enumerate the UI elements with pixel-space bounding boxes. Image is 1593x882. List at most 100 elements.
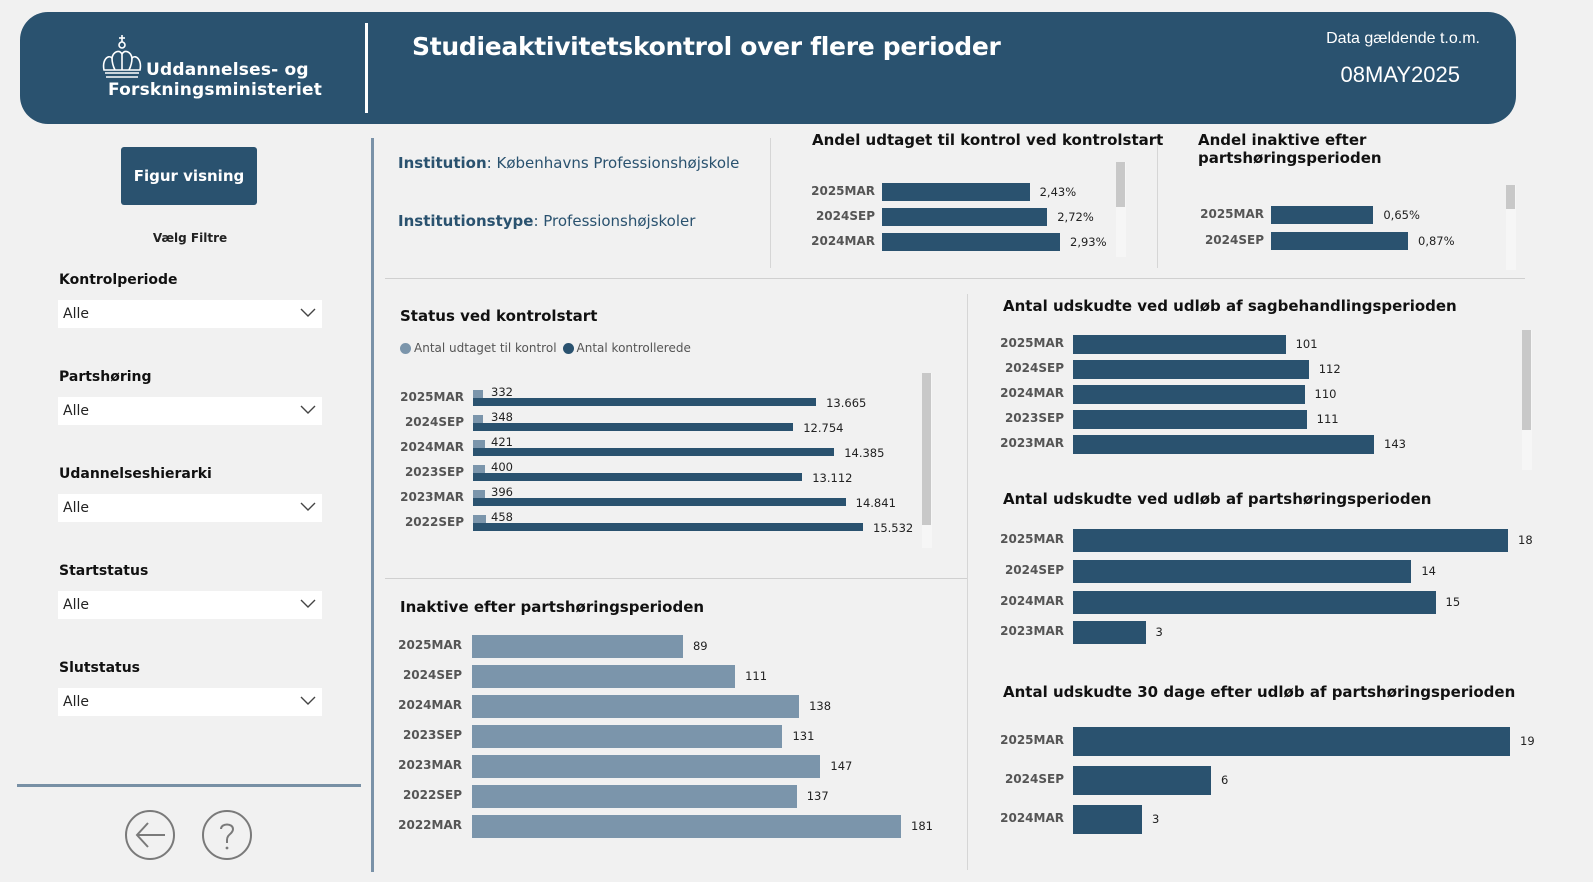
category-label: 2023MAR bbox=[400, 490, 464, 504]
category-label: 2024SEP bbox=[1004, 361, 1064, 375]
bar[interactable] bbox=[882, 233, 1060, 251]
chart-title: Antal udskudte ved udløb af sagbehandlin… bbox=[1003, 297, 1457, 315]
bar[interactable] bbox=[1073, 620, 1146, 644]
bar-udtaget[interactable] bbox=[473, 515, 486, 523]
data-label: 14 bbox=[1421, 564, 1436, 578]
panel-divider bbox=[770, 138, 771, 268]
category-label: 2024MAR bbox=[1000, 811, 1064, 825]
bar-udtaget[interactable] bbox=[473, 440, 486, 448]
legend-item[interactable]: Antal udtaget til kontrol bbox=[400, 341, 557, 355]
category-label: 2022SEP bbox=[402, 788, 462, 802]
bar[interactable] bbox=[1073, 726, 1510, 756]
data-label: 112 bbox=[1318, 362, 1341, 376]
panel-divider bbox=[967, 294, 968, 870]
sidebar-divider bbox=[17, 784, 361, 787]
bar[interactable] bbox=[1073, 765, 1211, 795]
data-label: 111 bbox=[745, 669, 768, 683]
bar[interactable] bbox=[882, 208, 1048, 226]
filter-dropdown-slutstatus[interactable]: Alle bbox=[58, 688, 322, 716]
filter-value: Alle bbox=[63, 403, 89, 419]
bar[interactable] bbox=[1073, 559, 1412, 583]
category-label: 2025MAR bbox=[1000, 336, 1064, 350]
filter-dropdown-udannelseshierarki[interactable]: Alle bbox=[58, 494, 322, 522]
bar[interactable] bbox=[472, 694, 800, 718]
category-label: 2024MAR bbox=[811, 234, 875, 248]
bar-kontrollerede[interactable] bbox=[473, 523, 863, 531]
scrollbar-thumb[interactable] bbox=[1116, 162, 1125, 207]
bar[interactable] bbox=[882, 183, 1030, 201]
bar[interactable] bbox=[1073, 359, 1309, 379]
scrollbar-thumb[interactable] bbox=[1506, 185, 1515, 209]
category-label: 2025MAR bbox=[1000, 733, 1064, 747]
institution-label: Institution bbox=[398, 154, 487, 172]
bar-udtaget[interactable] bbox=[473, 415, 484, 423]
bar[interactable] bbox=[472, 784, 797, 808]
bar[interactable] bbox=[1073, 334, 1286, 354]
bar-kontrollerede[interactable] bbox=[473, 498, 846, 506]
section-divider bbox=[385, 578, 967, 579]
category-label: 2023SEP bbox=[1004, 411, 1064, 425]
category-label: 2023MAR bbox=[398, 758, 462, 772]
data-label: 147 bbox=[830, 759, 853, 773]
data-label: 15 bbox=[1445, 595, 1461, 609]
legend-item[interactable]: Antal kontrollerede bbox=[562, 341, 691, 355]
bar-kontrollerede[interactable] bbox=[473, 448, 835, 456]
category-label: 2023SEP bbox=[404, 465, 464, 479]
category-label: 2024SEP bbox=[815, 209, 875, 223]
data-label: 15.532 bbox=[873, 521, 914, 535]
bar[interactable] bbox=[472, 724, 783, 748]
bar-kontrollerede[interactable] bbox=[473, 473, 803, 481]
data-label: 0,87% bbox=[1418, 234, 1455, 248]
scrollbar-thumb[interactable] bbox=[1522, 330, 1531, 430]
bar[interactable] bbox=[1073, 590, 1436, 614]
logo-text-line1: Uddannelses- og bbox=[146, 60, 309, 80]
bar-kontrollerede[interactable] bbox=[473, 398, 817, 406]
bar-kontrollerede[interactable] bbox=[473, 423, 794, 431]
help-button[interactable] bbox=[202, 810, 252, 860]
category-label: 2024SEP bbox=[1004, 563, 1064, 577]
bar[interactable] bbox=[472, 634, 683, 658]
category-label: 2025MAR bbox=[1000, 532, 1064, 546]
bar[interactable] bbox=[1073, 528, 1508, 552]
filter-dropdown-kontrolperiode[interactable]: Alle bbox=[58, 300, 322, 328]
scrollbar[interactable] bbox=[1506, 185, 1516, 270]
filters-heading: Vælg Filtre bbox=[152, 231, 228, 245]
chevron-down-icon bbox=[300, 405, 316, 414]
scrollbar[interactable] bbox=[1116, 162, 1126, 257]
bar[interactable] bbox=[472, 814, 901, 838]
bar-udtaget[interactable] bbox=[473, 465, 485, 473]
data-label: 131 bbox=[792, 729, 815, 743]
filter-label: Kontrolperiode bbox=[59, 272, 178, 288]
bar[interactable] bbox=[1073, 434, 1374, 454]
institution-type-value: : Professionshøjskoler bbox=[533, 212, 696, 230]
bar[interactable] bbox=[1271, 232, 1408, 250]
figur-visning-button[interactable]: Figur visning bbox=[121, 147, 257, 205]
data-label: 13.665 bbox=[826, 396, 867, 410]
bar[interactable] bbox=[472, 664, 736, 688]
data-label: 348 bbox=[491, 410, 513, 424]
filter-label: Udannelseshierarki bbox=[59, 466, 212, 482]
filter-label: Slutstatus bbox=[59, 660, 141, 676]
filter-dropdown-partshøring[interactable]: Alle bbox=[58, 397, 322, 425]
bar[interactable] bbox=[1073, 804, 1142, 834]
bar[interactable] bbox=[1271, 206, 1374, 224]
bar-udtaget[interactable] bbox=[473, 490, 485, 498]
header-divider bbox=[365, 23, 368, 113]
page-title: Studieaktivitetskontrol over flere perio… bbox=[412, 32, 1001, 61]
scrollbar-thumb[interactable] bbox=[922, 373, 931, 525]
bar[interactable] bbox=[1073, 409, 1307, 429]
back-button[interactable] bbox=[125, 810, 175, 860]
data-label: 332 bbox=[491, 385, 513, 399]
filter-value: Alle bbox=[63, 597, 89, 613]
filter-dropdown-startstatus[interactable]: Alle bbox=[58, 591, 322, 619]
data-label: 2,43% bbox=[1039, 185, 1077, 199]
chevron-down-icon bbox=[300, 502, 316, 511]
institution-type-label: Institutionstype bbox=[398, 212, 534, 230]
data-label: 396 bbox=[491, 485, 513, 499]
bar-udtaget[interactable] bbox=[473, 390, 483, 398]
bar[interactable] bbox=[1073, 384, 1305, 404]
data-label: 458 bbox=[491, 510, 513, 524]
filter-label: Partshøring bbox=[59, 369, 152, 385]
content-divider bbox=[371, 138, 374, 872]
bar[interactable] bbox=[472, 754, 821, 778]
